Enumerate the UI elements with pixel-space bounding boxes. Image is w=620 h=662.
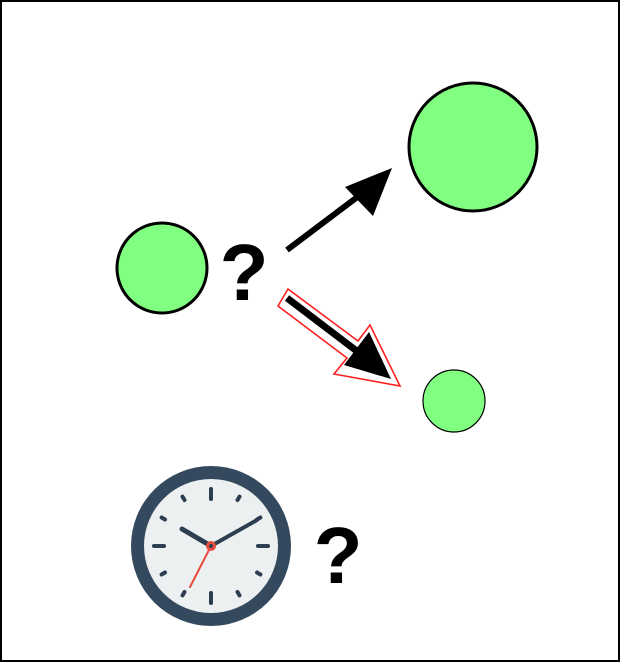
small-circle [422,369,486,433]
growth-question-mark: ? [220,228,269,317]
large-circle [407,81,539,213]
arrow-up-icon [285,168,392,253]
clock-icon [131,466,291,626]
arrow-down-icon [276,287,402,388]
start-circle [115,221,209,315]
time-question-mark: ? [314,511,363,600]
